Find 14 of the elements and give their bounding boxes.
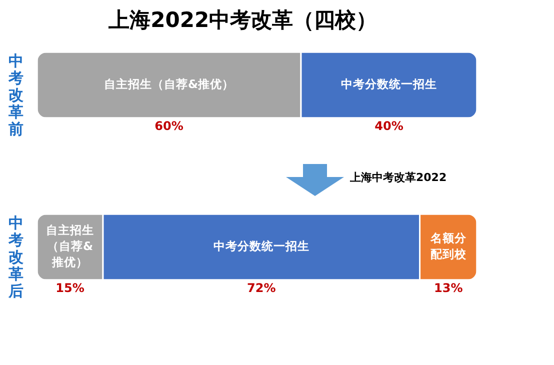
data-label: 15%: [56, 281, 84, 295]
y-tick-label: 中考改革后: [8, 214, 24, 300]
text: 自主招生（自荐&推优）: [104, 77, 234, 91]
data-label: 40%: [374, 119, 404, 133]
series-label: 名额分配到校: [429, 231, 468, 261]
series-label: 中考分数统一招生: [341, 77, 437, 91]
data-label: 13%: [434, 281, 463, 295]
series-label: 自主招生（自荐&推优）: [46, 223, 94, 269]
chart-title: 上海2022中考改革（四校）: [108, 8, 378, 32]
text: 中考分数统一招生: [213, 239, 310, 253]
annotation: 上海中考改革2022: [350, 170, 447, 185]
data-label: 72%: [247, 281, 276, 295]
y-tick-label: 中考改革前: [8, 52, 24, 138]
data-label: 60%: [154, 119, 184, 133]
